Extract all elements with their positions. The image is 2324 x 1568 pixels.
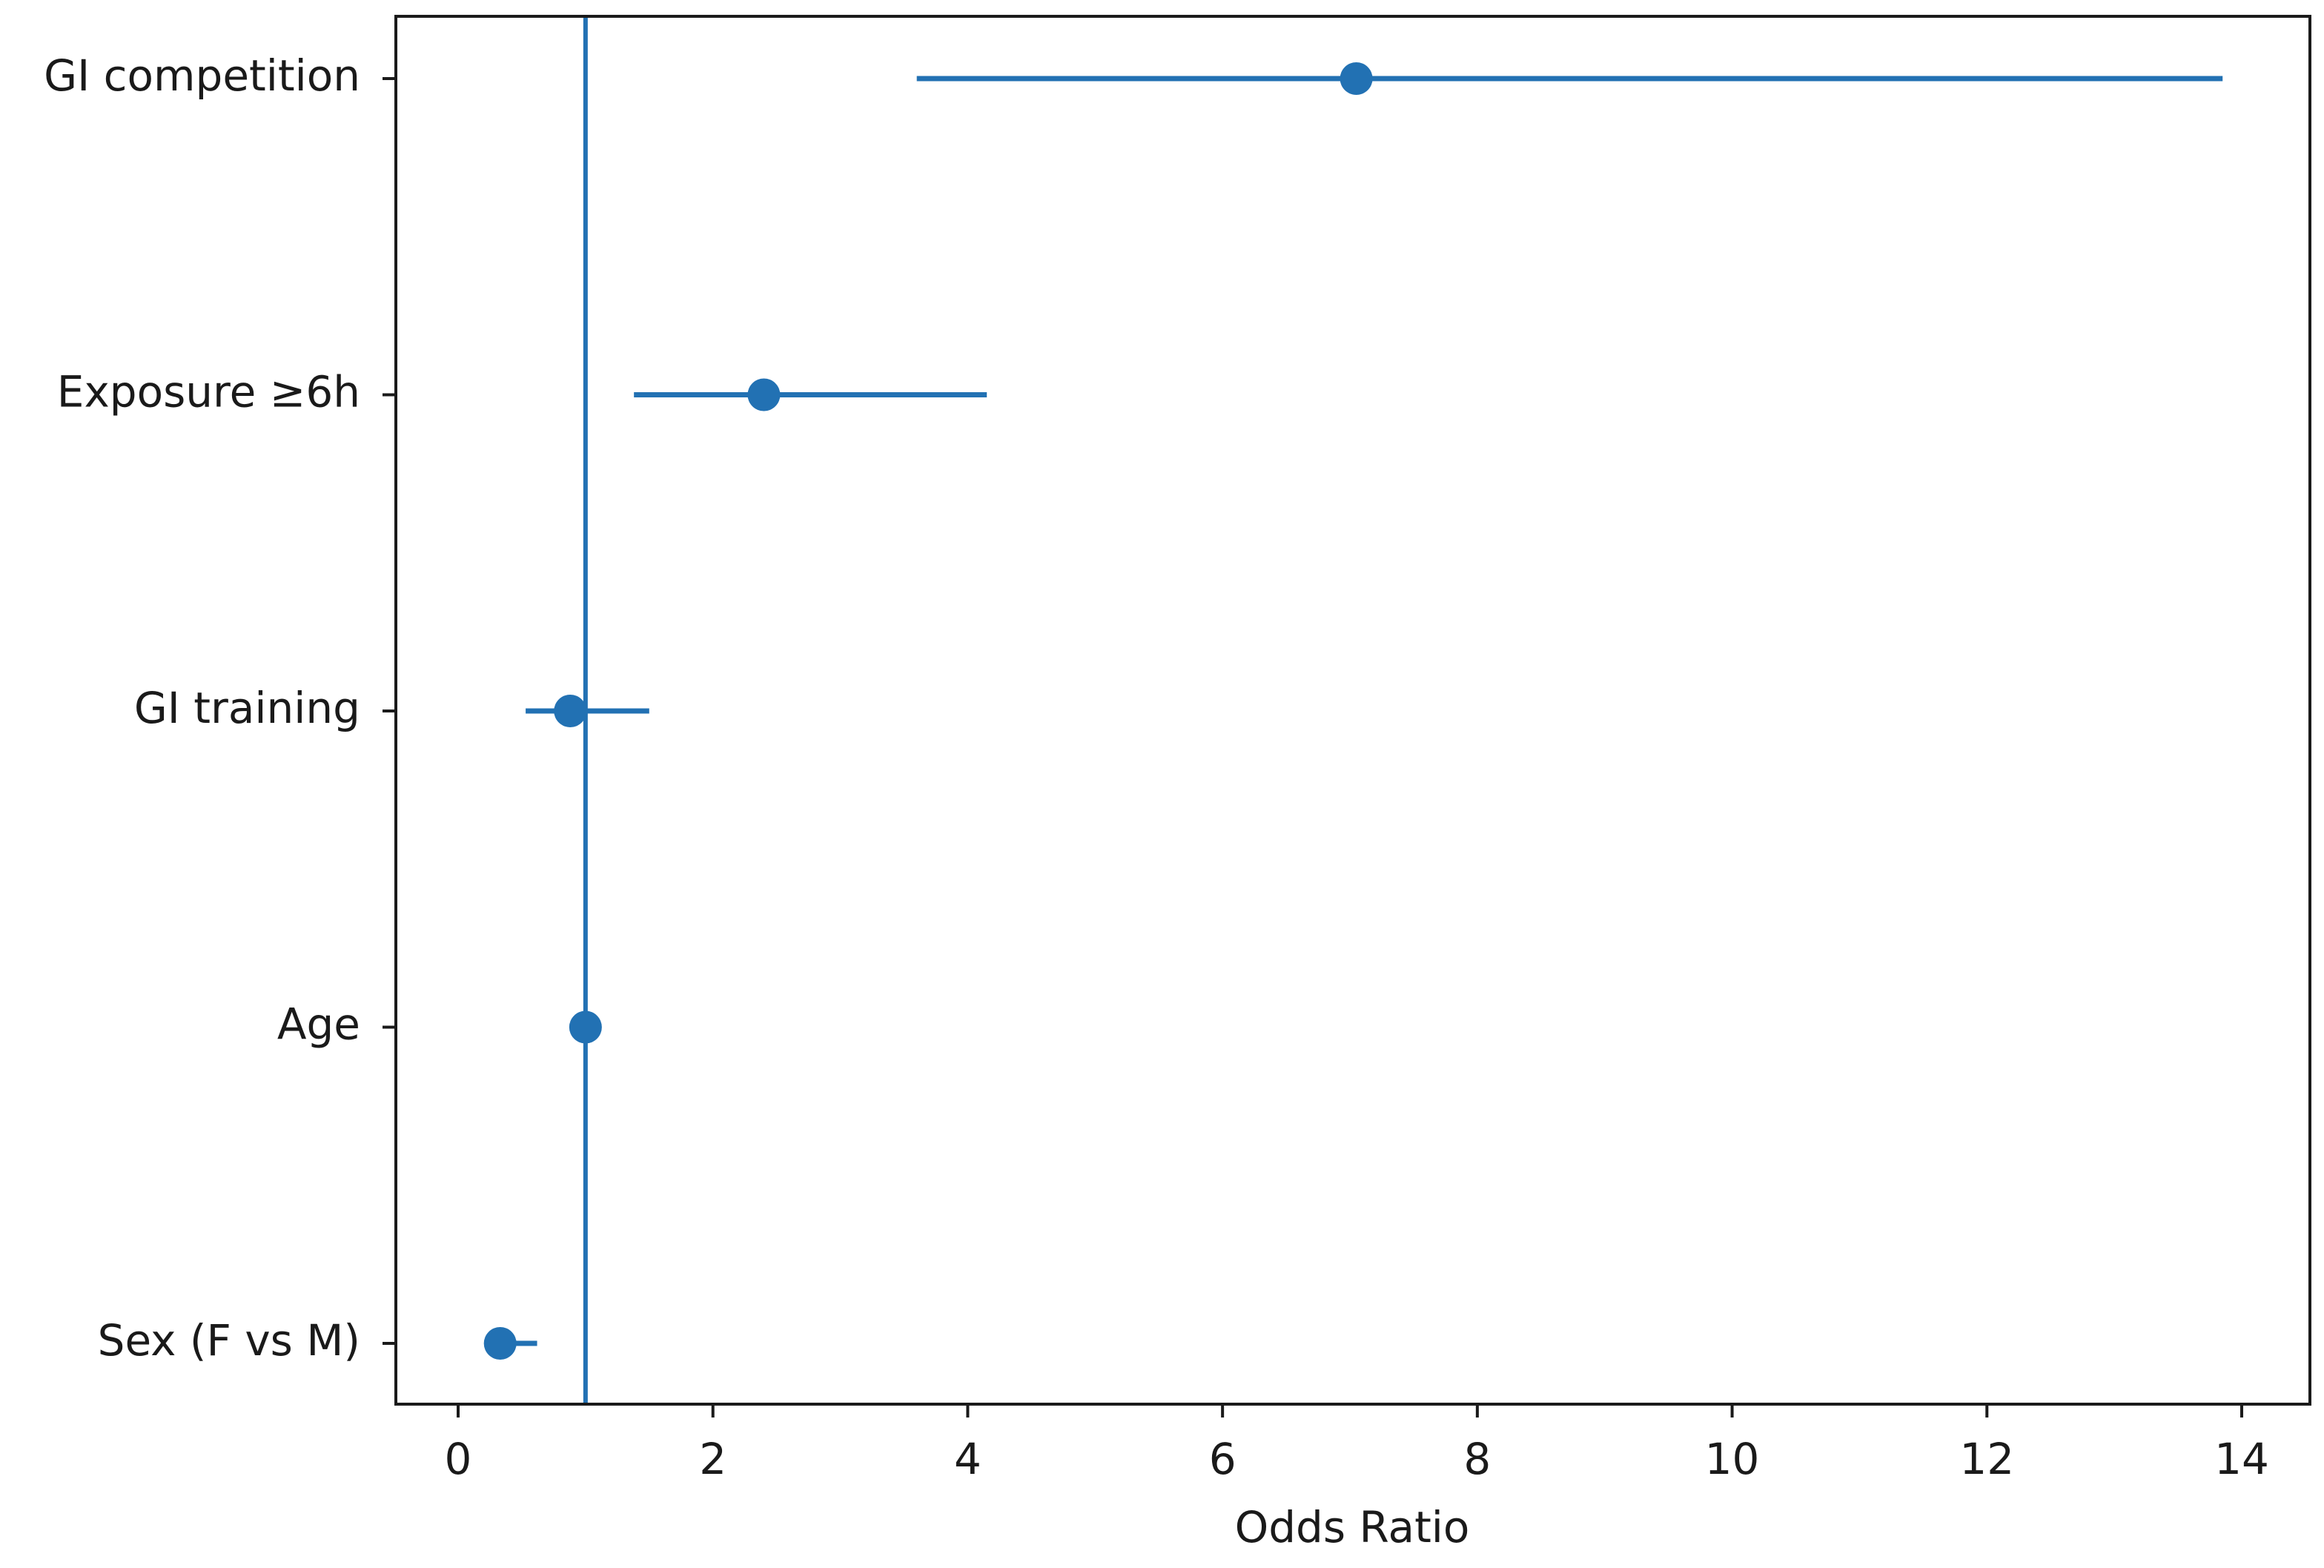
- x-tick-label-10: 10: [1705, 1434, 1760, 1484]
- point-estimate-sex-f-vs-m: [483, 1327, 517, 1360]
- x-tick-label-6: 6: [1209, 1434, 1237, 1484]
- x-tick-label-12: 12: [1959, 1434, 2014, 1484]
- x-tick-label-14: 14: [2214, 1434, 2269, 1484]
- point-estimate-exposure-6h: [747, 378, 781, 411]
- category-label-age: Age: [277, 999, 360, 1050]
- category-label-sex-f-vs-m: Sex (F vs M): [98, 1315, 360, 1366]
- plot-frame: [394, 15, 2311, 1406]
- x-axis-title: Odds Ratio: [1235, 1502, 1470, 1552]
- x-tick-label-0: 0: [445, 1434, 472, 1484]
- point-estimate-age: [569, 1010, 602, 1044]
- data-marks-layer: [483, 62, 2223, 1360]
- point-estimate-gi-training: [554, 695, 587, 727]
- category-label-gi-competition: GI competition: [44, 50, 360, 101]
- x-tick-label-4: 4: [954, 1434, 981, 1484]
- x-tick-label-8: 8: [1463, 1434, 1491, 1484]
- x-tick-label-2: 2: [699, 1434, 726, 1484]
- axes-layer: GI competition Exposure ≥6h GI training Age…: [44, 15, 2311, 1484]
- category-label-exposure-6h: Exposure ≥6h: [57, 367, 360, 417]
- category-label-gi-training: GI training: [134, 683, 360, 733]
- point-estimate-gi-competition: [1340, 62, 1373, 95]
